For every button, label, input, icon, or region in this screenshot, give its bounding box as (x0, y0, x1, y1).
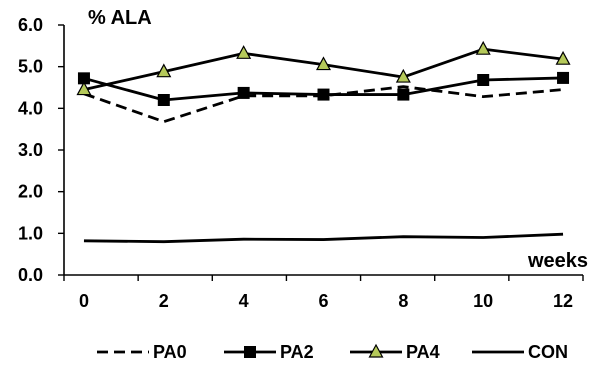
x-axis-title: weeks (527, 250, 588, 272)
y-tick-label: 5.0 (18, 57, 43, 77)
triangle-marker (156, 63, 172, 78)
y-tick-label: 3.0 (18, 140, 43, 160)
legend-item-con: CON (472, 342, 568, 362)
triangle-marker (555, 50, 571, 65)
legend-item-pa2: PA2 (224, 342, 314, 362)
series-line-con (83, 232, 564, 244)
x-tick-label: 12 (553, 291, 573, 311)
x-tick-label: 2 (159, 291, 169, 311)
square-marker (157, 94, 170, 106)
legend-label: PA0 (153, 342, 187, 362)
triangle-marker (315, 56, 332, 71)
y-axis-title: % ALA (88, 7, 152, 29)
x-tick-label: 6 (318, 291, 328, 311)
square-marker (397, 88, 410, 101)
square-marker (244, 346, 256, 358)
y-tick-label: 1.0 (18, 223, 43, 243)
legend-item-pa4: PA4 (350, 342, 440, 362)
triangle-marker (236, 45, 252, 59)
legend: PA0 PA2 PA4 CON (97, 342, 568, 362)
legend-item-pa0: PA0 (97, 342, 187, 362)
square-marker (77, 72, 90, 85)
legend-label: PA2 (280, 342, 314, 362)
y-tick-label: 0.0 (18, 265, 43, 285)
x-tick-label: 8 (398, 291, 408, 311)
x-tick-label: 0 (79, 291, 89, 311)
x-tick-label: 10 (473, 291, 493, 311)
square-marker (317, 88, 330, 101)
y-tick-label: 6.0 (18, 15, 43, 35)
y-tick-label: 4.0 (18, 98, 43, 118)
square-marker (477, 74, 490, 86)
square-marker (557, 71, 570, 84)
y-tick-label: 2.0 (18, 182, 43, 202)
x-tick-label: 4 (239, 291, 249, 311)
plot-area: 0.0 1.0 2.0 3.0 4.0 5.0 6.0 0 2 4 6 8 10 12 (18, 15, 584, 311)
triangle-marker (368, 343, 384, 358)
legend-label: CON (528, 342, 568, 362)
triangle-marker (76, 81, 92, 96)
triangle-marker (475, 40, 491, 55)
legend-label: PA4 (406, 342, 440, 362)
triangle-marker (395, 68, 411, 83)
square-marker (237, 86, 250, 99)
